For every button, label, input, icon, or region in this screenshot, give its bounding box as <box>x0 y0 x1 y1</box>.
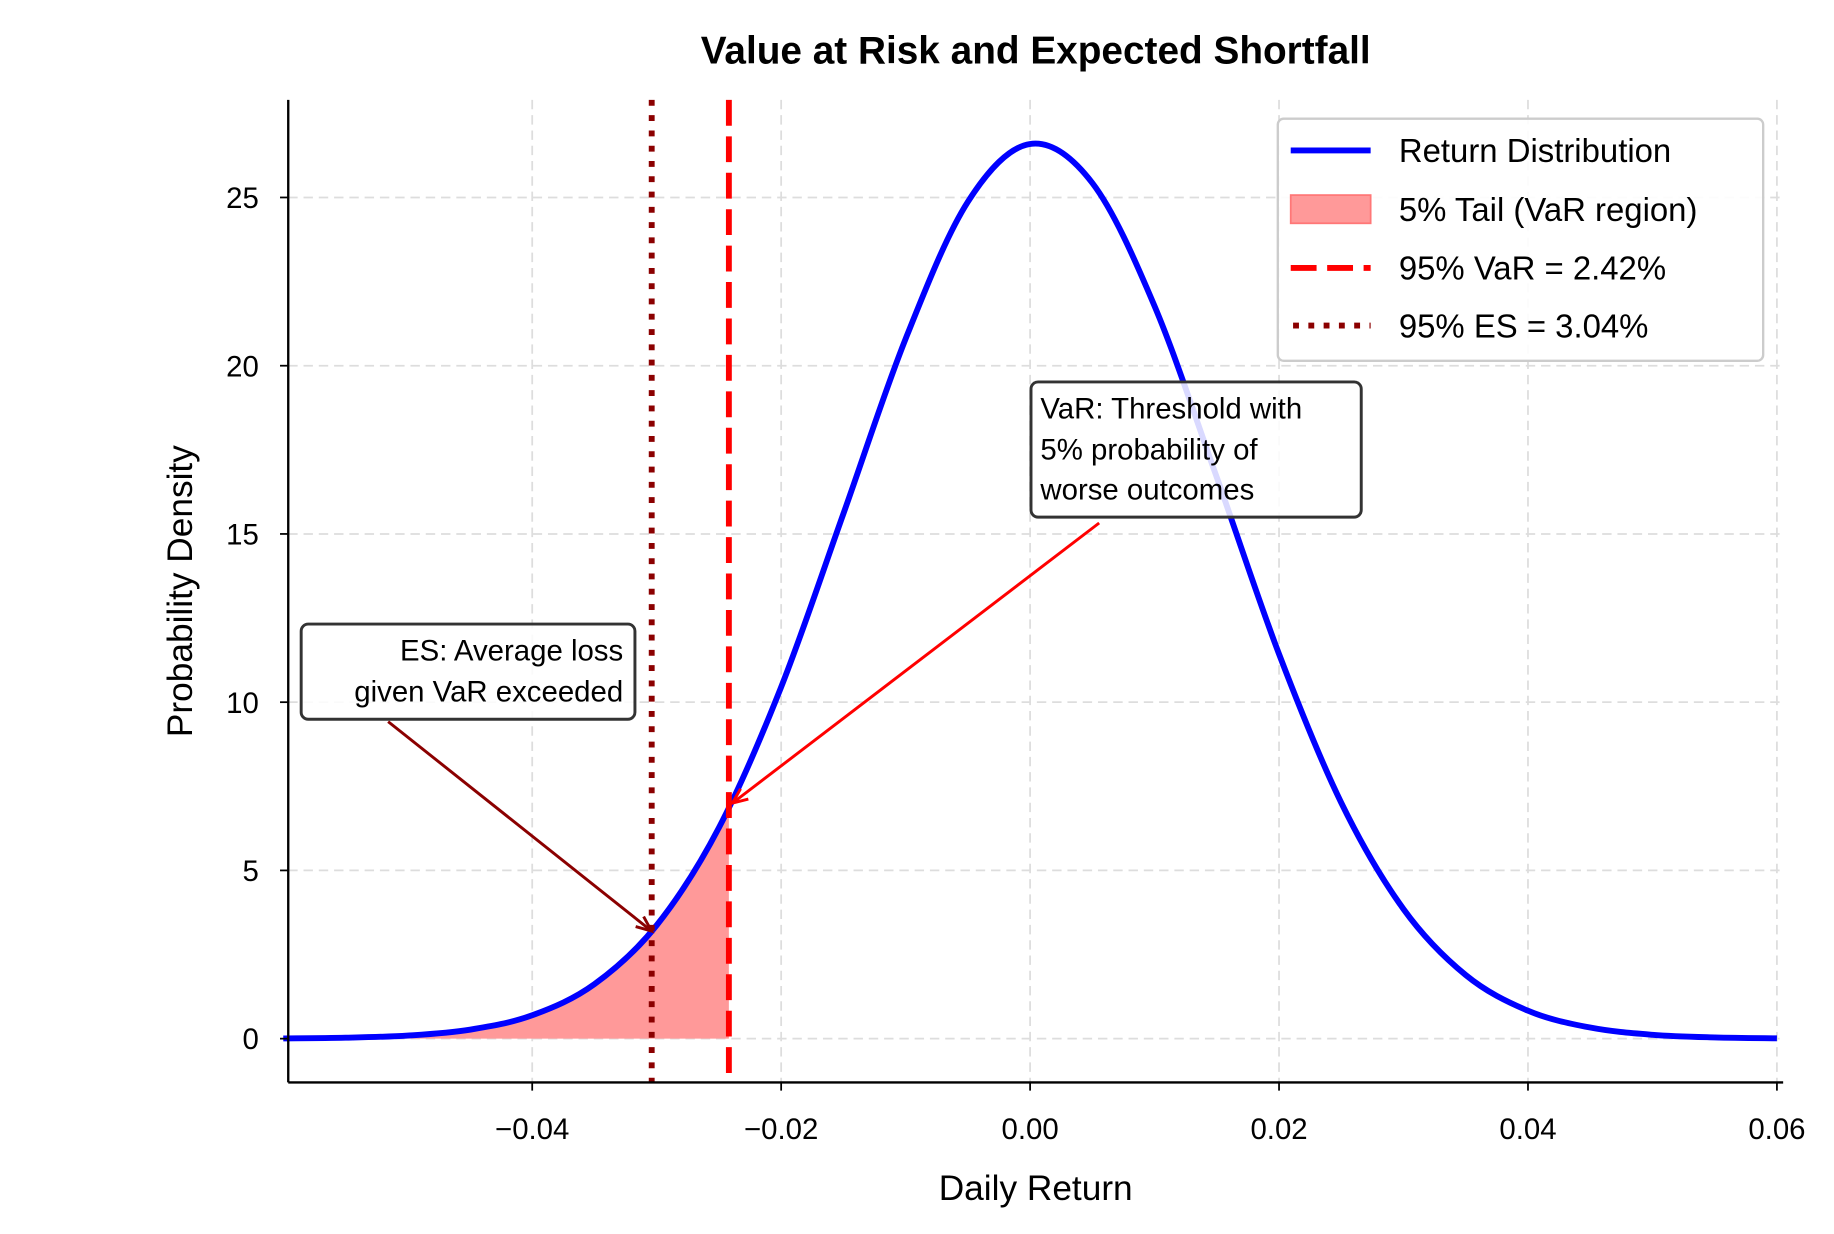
y-axis-label: Probability Density <box>161 445 200 737</box>
legend-label: 95% ES = 3.04% <box>1399 307 1649 344</box>
x-tick-label: −0.02 <box>744 1113 818 1146</box>
x-tick-label: 0.00 <box>1002 1113 1059 1146</box>
legend: Return Distribution 5% Tail (VaR region)… <box>1276 117 1765 362</box>
var-annotation-line: 5% probability of <box>1040 434 1258 467</box>
x-axis-label: Daily Return <box>939 1169 1133 1208</box>
series-line-return-distribution <box>283 140 1777 1042</box>
y-tick-label: 25 <box>226 182 259 215</box>
legend-label: Return Distribution <box>1399 132 1671 169</box>
x-tick-label: 0.06 <box>1748 1113 1805 1146</box>
var-annotation-line: VaR: Threshold with <box>1040 392 1302 425</box>
es-annotation-arrow <box>387 720 653 933</box>
y-tick-label: 10 <box>226 687 259 720</box>
chart-title: Value at Risk and Expected Shortfall <box>701 29 1371 72</box>
legend-swatch-tail <box>1289 194 1372 225</box>
var-arrow-head <box>729 788 749 806</box>
y-tick-label: 0 <box>243 1023 259 1056</box>
var-annotation-box: VaR: Threshold with 5% probability of wo… <box>1029 380 1363 519</box>
x-tick-label: 0.04 <box>1499 1113 1556 1146</box>
x-tick-label: 0.02 <box>1250 1113 1307 1146</box>
legend-label: 5% Tail (VaR region) <box>1399 191 1698 228</box>
var-annotation-line: worse outcomes <box>1039 473 1254 506</box>
var-annotation-arrow <box>731 521 1101 805</box>
y-tick-label: 15 <box>226 519 259 552</box>
es-annotation-line: ES: Average loss <box>400 634 623 667</box>
es-annotation-box: ES: Average loss given VaR exceeded <box>299 622 637 721</box>
x-tick-label: −0.04 <box>495 1113 569 1146</box>
y-tick-label: 5 <box>243 855 259 888</box>
y-tick-label: 20 <box>226 350 259 383</box>
legend-label: 95% VaR = 2.42% <box>1399 250 1666 287</box>
es-arrow-head <box>635 915 655 934</box>
tail-fill-area <box>283 808 729 1039</box>
es-annotation-line: given VaR exceeded <box>354 676 623 709</box>
